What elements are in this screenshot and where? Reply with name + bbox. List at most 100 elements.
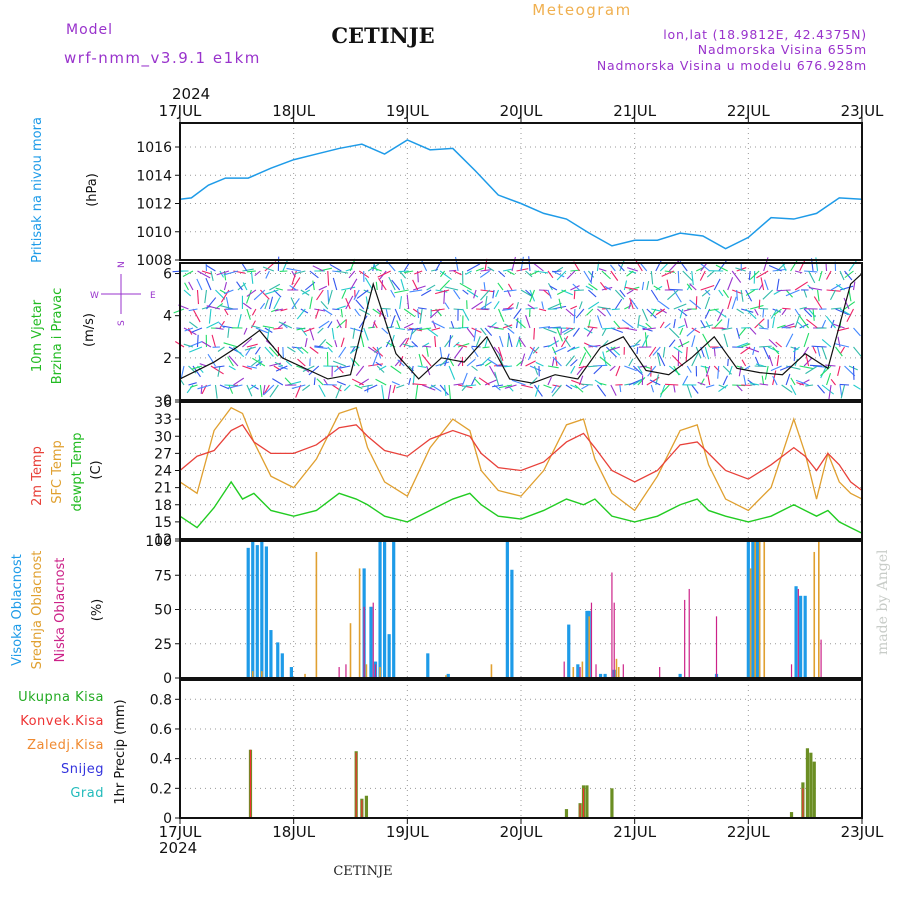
wind-arrow — [758, 299, 761, 310]
cloud-bar — [363, 606, 365, 678]
wind-arrow — [453, 289, 461, 300]
year-bottom: 2024 — [159, 839, 197, 857]
cloud-bar — [269, 630, 273, 678]
wind-arrow — [450, 321, 455, 329]
wind-arrow — [480, 289, 495, 293]
wind-arrow — [381, 327, 389, 335]
compass-e: E — [150, 291, 156, 301]
wind-speed-line — [179, 273, 863, 384]
wind-arrow — [363, 289, 372, 294]
wind-arrow — [282, 259, 289, 272]
wind-arrow — [252, 357, 266, 367]
wind-arrow — [453, 346, 464, 359]
wind-arrow — [334, 340, 338, 348]
temp-2m-line — [179, 423, 863, 491]
wind-arrow — [586, 327, 594, 337]
wind-arrow — [645, 322, 652, 329]
temp-side-label-2: SFC Temp — [50, 440, 65, 504]
wind-arrow — [682, 375, 689, 386]
wind-arrow — [736, 365, 744, 369]
wind-arrow — [588, 283, 598, 291]
wind-arrow — [673, 384, 676, 393]
cloud-bar — [799, 595, 803, 678]
wind-arrow — [673, 365, 680, 376]
wind-arrow — [223, 270, 239, 276]
y-tick-label: 25 — [154, 637, 172, 653]
wind-arrow — [374, 346, 383, 353]
lonlat-label: lon,lat (18.9812E, 42.4375N) — [663, 27, 867, 42]
wind-arrow — [570, 285, 580, 291]
wind-arrow — [303, 327, 315, 333]
wind-arrow — [341, 289, 347, 299]
y-tick-label: 27 — [154, 446, 172, 462]
wind-arrow — [785, 373, 791, 386]
wind-arrow — [551, 358, 555, 367]
wind-arrow — [632, 339, 641, 348]
wind-arrow — [547, 302, 562, 310]
wind-arrow — [196, 334, 199, 348]
wind-arrow — [345, 319, 347, 329]
wind-arrow — [821, 346, 828, 360]
wind-arrow — [336, 365, 344, 374]
wind-arrow — [601, 286, 613, 291]
wind-arrow — [770, 365, 782, 372]
wind-arrow — [431, 308, 445, 312]
wind-arrow — [695, 346, 702, 359]
wind-arrow — [569, 346, 580, 351]
wind-arrow — [263, 384, 275, 396]
wind-arrow — [762, 289, 774, 300]
wind-arrow — [294, 270, 306, 275]
cloud-bar — [372, 602, 374, 678]
y-tick-label: 0 — [163, 811, 172, 827]
wind-arrow — [367, 346, 379, 355]
compass-s: S — [117, 320, 127, 326]
wind-arrow — [704, 346, 710, 360]
panel-frame — [179, 679, 863, 819]
wind-arrow — [345, 295, 354, 310]
wind-arrow — [768, 338, 778, 348]
wind-arrow — [610, 270, 619, 281]
cloud-bar — [617, 667, 620, 678]
wind-arrow — [506, 334, 510, 348]
wind-arrow — [316, 289, 324, 301]
wind-arrow — [495, 289, 500, 298]
wind-arrow — [707, 374, 711, 386]
wind-arrow — [664, 383, 679, 386]
wind-arrow — [473, 289, 477, 299]
wind-arrow — [830, 307, 842, 310]
wind-arrow — [794, 281, 808, 291]
wind-arrow — [316, 378, 324, 386]
wind-arrow — [418, 353, 423, 367]
wind-arrow — [329, 263, 342, 272]
wind-arrow — [738, 327, 747, 337]
wind-arrow — [731, 270, 742, 283]
y-tick-label: 0.8 — [150, 692, 172, 708]
wind-arrow — [336, 319, 347, 329]
wind-arrow — [295, 384, 302, 398]
wind-arrow — [820, 365, 832, 377]
wind-arrow — [759, 345, 772, 348]
wind-arrow — [570, 384, 578, 389]
wind-arrow — [741, 359, 747, 367]
wind-arrow — [426, 284, 436, 291]
wind-arrow — [533, 327, 536, 340]
wind-arrow — [210, 365, 224, 375]
wind-arrow — [471, 301, 484, 310]
wind-arrow — [553, 336, 558, 348]
model-label: Model — [66, 22, 113, 38]
wind-arrow — [280, 308, 288, 312]
wind-arrow — [759, 383, 769, 386]
wind-arrow — [718, 289, 724, 297]
wind-arrow — [259, 302, 266, 310]
wind-arrow — [754, 365, 767, 368]
wind-arrow — [323, 378, 329, 386]
wind-arrow — [286, 267, 301, 272]
wind-arrow — [736, 308, 745, 314]
wind-arrow — [262, 325, 274, 329]
wind-arrow — [781, 308, 787, 316]
cloud-side-label-3: Niska Oblacnost — [53, 558, 68, 663]
cloud-bar — [349, 623, 352, 678]
wind-arrow — [650, 384, 655, 393]
wind-arrow — [412, 308, 422, 315]
wind-arrow — [538, 326, 551, 329]
